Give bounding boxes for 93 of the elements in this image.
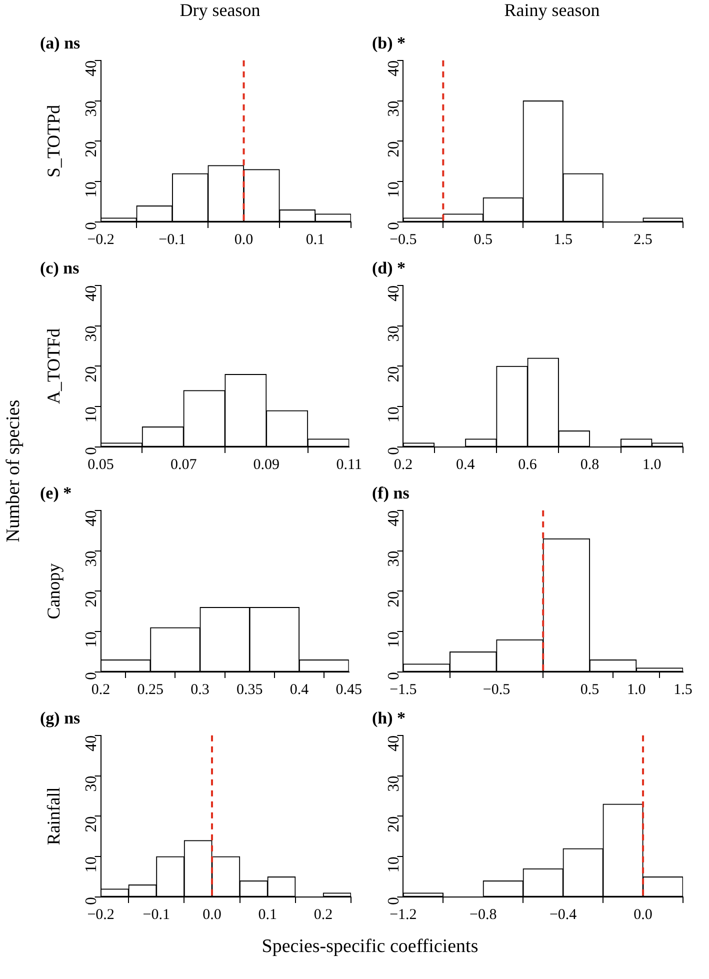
y-axis-title: S_TOTPd [44,104,64,178]
x-tick-label: −0.2 [87,232,114,248]
x-tick-label: 0.5 [580,682,600,698]
y-tick-label: 10 [83,182,100,198]
y-tick-label: 20 [83,591,100,608]
x-tick-label: −1.2 [390,906,417,923]
x-tick-label: −0.8 [470,906,497,923]
x-tick-label: 0.11 [336,456,362,473]
x-tick-label: 0.05 [88,456,114,473]
y-tick-label: 30 [83,776,100,792]
x-tick-label: −0.1 [142,906,170,923]
y-tick-label: 10 [385,856,402,873]
x-tick-label: 0.07 [170,456,198,473]
y-tick-label: 30 [83,326,100,342]
x-tick-label: −0.5 [482,682,510,698]
y-tick-label: 30 [385,776,402,792]
x-tick-label: 1.0 [626,682,646,698]
y-tick-label: 0 [385,897,402,905]
y-tick-label: 30 [83,100,100,117]
y-tick-label: 0 [83,447,100,455]
x-tick-label: 1.5 [674,682,692,698]
x-tick-label: −0.5 [390,232,417,248]
chart-title: (a) ns [40,34,81,53]
y-tick-label: 40 [385,510,402,526]
x-tick-label: 1.0 [642,456,662,473]
y-tick-label: 40 [385,60,402,76]
x-tick-label: 0.25 [137,682,164,698]
chart-title: (e) * [40,484,72,503]
y-tick-label: 20 [385,591,402,608]
x-tick-label: 0.8 [580,456,600,473]
chart-subtitle: Dry season [178,0,262,21]
chart-subtitle: Rainy season [503,0,601,21]
y-tick-label: 20 [83,141,100,158]
x-tick-label: −1.5 [390,682,417,698]
y-tick-label: 40 [83,285,100,302]
x-tick-label: 0.2 [394,456,413,473]
x-tick-label: 0.0 [202,906,222,923]
y-tick-label: 40 [83,510,100,526]
y-tick-label: 30 [83,550,100,567]
x-tick-label: 0.3 [190,682,210,698]
y-tick-label: 0 [83,222,100,230]
y-tick-label: 30 [385,100,402,117]
y-tick-label: 40 [385,285,402,302]
y-tick-label: 40 [385,735,402,752]
y-tick-label: 10 [385,406,402,423]
chart-title: (f) ns [372,484,410,503]
x-tick-label: 0.2 [91,682,110,698]
chart-title: (d) * [372,258,406,278]
y-tick-label: 30 [385,326,402,342]
x-tick-label: 0.0 [634,906,652,923]
y-tick-label: 0 [385,672,402,680]
y-axis-title: Canopy [44,563,64,620]
y-tick-label: 20 [83,366,100,382]
x-tick-label: −0.4 [549,906,578,923]
y-tick-label: 40 [83,735,100,752]
x-tick-label: 0.45 [336,682,362,698]
y-tick-label: 10 [385,182,402,198]
text: Number of species [3,398,25,544]
x-tick-label: 0.09 [253,456,280,473]
chart-title: (b) * [372,34,406,53]
x-tick-label: 0.4 [456,456,476,473]
y-tick-label: 0 [83,897,100,905]
text: Species-specific coefficients [260,936,480,958]
x-tick-label: 0.1 [306,232,325,248]
y-tick-label: 30 [385,550,402,567]
x-tick-label: 1.5 [554,232,572,248]
x-tick-label: −0.2 [87,906,114,923]
y-tick-label: 20 [385,366,402,382]
y-tick-label: 20 [385,141,402,158]
y-tick-label: 40 [83,60,100,76]
y-axis-title: A_TOTFd [44,328,64,404]
y-tick-label: 20 [83,816,100,832]
y-tick-label: 10 [385,632,402,648]
x-tick-label: 0.6 [518,456,538,473]
y-tick-label: 20 [385,816,402,832]
x-tick-label: 2.5 [634,232,652,248]
x-tick-label: 0.2 [314,906,333,923]
x-tick-label: 0.0 [234,232,254,248]
y-tick-label: 10 [83,632,100,648]
x-tick-label: 0.4 [290,682,310,698]
y-tick-label: 10 [83,406,100,423]
y-tick-label: 0 [385,447,402,455]
chart-title: (c) ns [40,258,80,278]
y-axis-title: Rainfall [44,787,64,846]
chart-title: (h) * [372,708,406,728]
x-tick-label: 0.35 [236,682,263,698]
y-tick-label: 0 [83,672,100,680]
x-tick-label: 0.1 [258,906,277,923]
chart-title: (g) ns [40,708,81,728]
y-tick-label: 10 [83,856,100,873]
x-tick-label: 0.5 [474,232,493,248]
y-tick-label: 0 [385,222,402,230]
x-tick-label: −0.1 [158,232,186,248]
